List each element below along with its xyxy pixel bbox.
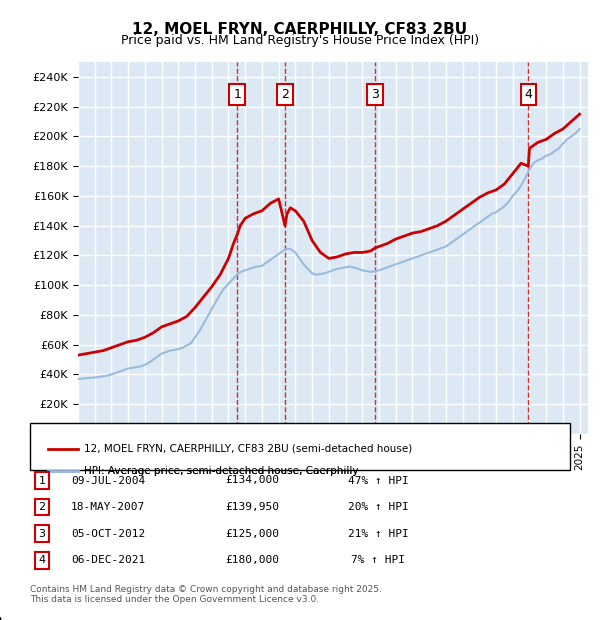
Text: 09-JUL-2004: 09-JUL-2004 [71,476,145,485]
Text: 1: 1 [233,88,241,101]
Text: 12, MOEL FRYN, CAERPHILLY, CF83 2BU: 12, MOEL FRYN, CAERPHILLY, CF83 2BU [133,22,467,37]
Text: Contains HM Land Registry data © Crown copyright and database right 2025.
This d: Contains HM Land Registry data © Crown c… [30,585,382,604]
Text: 2: 2 [38,502,46,512]
Text: 20% ↑ HPI: 20% ↑ HPI [347,502,409,512]
Text: 06-DEC-2021: 06-DEC-2021 [71,556,145,565]
Text: HPI: Average price, semi-detached house, Caerphilly: HPI: Average price, semi-detached house,… [84,466,359,476]
Text: 18-MAY-2007: 18-MAY-2007 [71,502,145,512]
Text: £180,000: £180,000 [225,556,279,565]
Text: 21% ↑ HPI: 21% ↑ HPI [347,529,409,539]
Text: Price paid vs. HM Land Registry's House Price Index (HPI): Price paid vs. HM Land Registry's House … [121,34,479,47]
Text: £139,950: £139,950 [225,502,279,512]
Text: 12, MOEL FRYN, CAERPHILLY, CF83 2BU (semi-detached house): 12, MOEL FRYN, CAERPHILLY, CF83 2BU (sem… [84,444,412,454]
Text: 7% ↑ HPI: 7% ↑ HPI [351,556,405,565]
Text: 47% ↑ HPI: 47% ↑ HPI [347,476,409,485]
Text: 4: 4 [524,88,532,101]
Text: 4: 4 [38,556,46,565]
Text: 3: 3 [371,88,379,101]
Text: HPI: Average price, semi-detached house, Caerphilly: HPI: Average price, semi-detached house,… [84,466,359,476]
Text: £125,000: £125,000 [225,529,279,539]
Text: 1: 1 [38,476,46,485]
Text: 3: 3 [38,529,46,539]
Text: 05-OCT-2012: 05-OCT-2012 [71,529,145,539]
Text: 2: 2 [281,88,289,101]
Text: 12, MOEL FRYN, CAERPHILLY, CF83 2BU (semi-detached house): 12, MOEL FRYN, CAERPHILLY, CF83 2BU (sem… [84,444,412,454]
Text: £134,000: £134,000 [225,476,279,485]
